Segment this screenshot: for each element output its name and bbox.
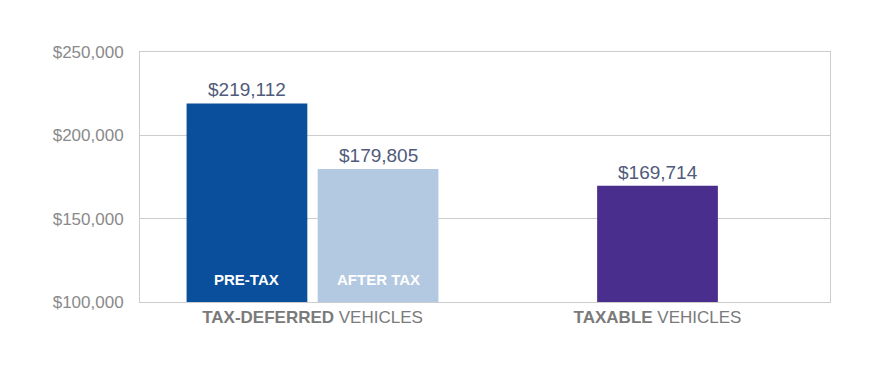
svg-text:TAXABLE VEHICLES: TAXABLE VEHICLES [574, 308, 742, 327]
svg-text:$250,000: $250,000 [53, 43, 124, 62]
svg-text:$169,714: $169,714 [618, 162, 698, 183]
svg-text:TAX-DEFERRED VEHICLES: TAX-DEFERRED VEHICLES [202, 308, 423, 327]
svg-text:$219,112: $219,112 [208, 79, 286, 100]
svg-text:$150,000: $150,000 [53, 210, 124, 229]
svg-text:AFTER TAX: AFTER TAX [337, 271, 420, 288]
svg-text:$100,000: $100,000 [53, 293, 124, 312]
svg-text:$179,805: $179,805 [339, 145, 418, 166]
svg-text:$200,000: $200,000 [53, 126, 124, 145]
svg-text:PRE-TAX: PRE-TAX [214, 271, 279, 288]
